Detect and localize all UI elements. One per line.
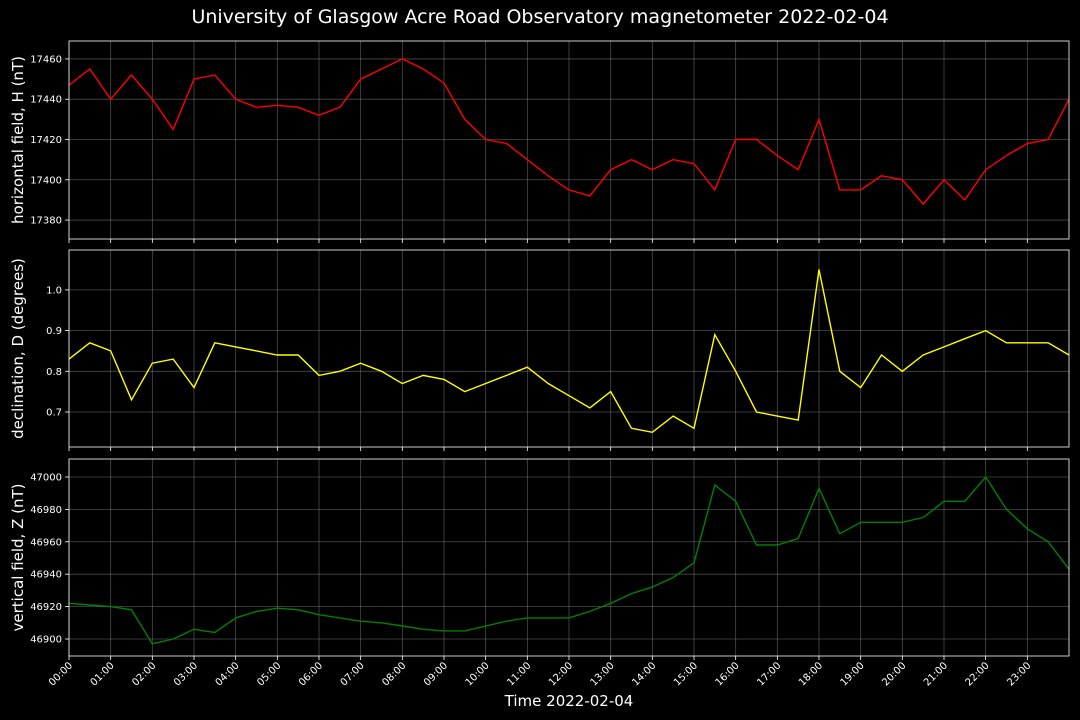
y-tick-label: 46940: [30, 570, 62, 581]
data-line: [68, 475, 1070, 645]
y-tick-label: 46900: [30, 634, 62, 645]
data-line: [68, 269, 1070, 434]
axes-frame: [68, 458, 1070, 657]
y-tick-label: 0.7: [46, 407, 62, 418]
y-tick-label: 17400: [30, 175, 62, 186]
y-tick-label: 0.8: [46, 367, 62, 378]
x-axis-label: Time 2022-02-04: [504, 692, 634, 710]
y-tick-label: 0.9: [46, 326, 62, 337]
y-tick-label: 46980: [30, 505, 62, 516]
y-tick-label: 46960: [30, 537, 62, 548]
chart-title: University of Glasgow Acre Road Observat…: [191, 6, 888, 28]
y-tick-label: 1.0: [46, 285, 62, 296]
y-tick-label: 47000: [30, 472, 62, 483]
y-tick-label: 17420: [30, 135, 62, 146]
y-axis-label: declination, D (degrees): [9, 258, 27, 439]
y-tick-label: 17440: [30, 95, 62, 106]
y-axis-label: horizontal field, H (nT): [9, 56, 27, 224]
data-line: [68, 58, 1070, 206]
y-tick-label: 46920: [30, 602, 62, 613]
axes-frame: [68, 40, 1070, 240]
y-axis-label: vertical field, Z (nT): [9, 483, 27, 631]
y-tick-label: 17380: [30, 216, 62, 227]
axes-frame: [68, 249, 1070, 448]
y-tick-label: 17460: [30, 54, 62, 65]
